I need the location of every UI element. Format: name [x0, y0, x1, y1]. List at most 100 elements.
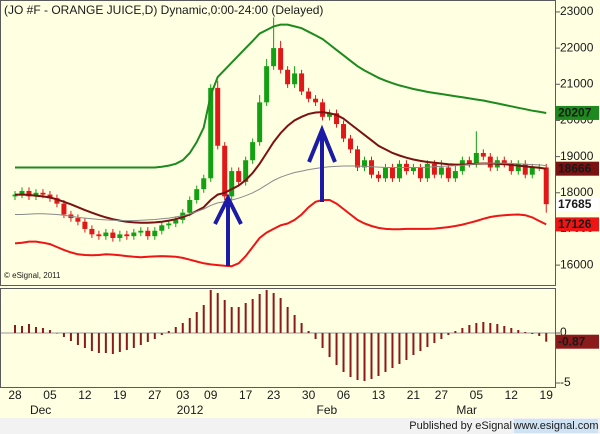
- value-tag: 18666: [558, 161, 592, 175]
- bar: [104, 333, 107, 353]
- footer-url[interactable]: www.esignal.com: [513, 420, 599, 432]
- plot-layer: 28 05 12 19 27 03 09 17 23 30 06 13 21 27 05 12 19 Dec 201…: [1, 4, 599, 417]
- bar: [34, 327, 37, 333]
- candle-body: [424, 163, 430, 179]
- candle-body: [452, 171, 458, 179]
- bar: [405, 333, 408, 360]
- bar: [118, 333, 121, 352]
- value-tag-box: [556, 161, 599, 176]
- bar: [174, 327, 177, 333]
- candle-body: [82, 221, 88, 229]
- y-tick-label: 23000: [560, 4, 594, 18]
- bar: [475, 323, 478, 333]
- bar: [342, 333, 345, 372]
- candle-body: [396, 163, 402, 179]
- arrow-head: [307, 124, 337, 163]
- bar: [125, 333, 128, 350]
- value-tag-box: [556, 217, 599, 232]
- x-tick-label: 27: [148, 388, 162, 402]
- oscillator-panel: [0, 288, 556, 388]
- value-tag: 20207: [558, 106, 592, 120]
- candle-body: [445, 167, 451, 179]
- bar: [433, 333, 436, 343]
- candle-body: [362, 160, 367, 168]
- footer-bar: [0, 418, 600, 434]
- bar: [545, 333, 548, 342]
- y-tick-label: 22000: [560, 40, 594, 54]
- candle-body: [208, 87, 214, 179]
- bar: [237, 307, 240, 333]
- candle-body: [250, 142, 256, 161]
- bar: [160, 333, 163, 335]
- footer-text: Published by eSignal: [409, 420, 512, 432]
- bar: [300, 323, 303, 333]
- bar: [272, 293, 275, 333]
- x-tick-label: 05: [43, 388, 57, 402]
- candle-body: [480, 152, 486, 157]
- bar: [391, 333, 394, 368]
- bar: [97, 333, 100, 353]
- candle-body: [278, 48, 284, 70]
- bar: [153, 333, 156, 339]
- footer-url-box: [514, 419, 598, 433]
- x-tick-label: 03: [176, 388, 190, 402]
- candle-body: [117, 234, 123, 238]
- candle-body: [355, 149, 361, 168]
- bar: [349, 333, 352, 377]
- value-tag: 17685: [558, 197, 592, 211]
- candle-body: [508, 163, 514, 172]
- bar: [412, 333, 415, 355]
- bar: [41, 328, 44, 333]
- bar: [48, 330, 51, 333]
- candle-body: [341, 124, 347, 139]
- y-tick-label: 21000: [560, 76, 594, 90]
- candle-body: [89, 228, 95, 235]
- candle-body: [243, 160, 249, 182]
- bar: [223, 300, 226, 333]
- candle-body: [487, 156, 493, 168]
- candle-body: [515, 163, 521, 172]
- x-tick-label: 13: [372, 388, 386, 402]
- bar: [468, 325, 471, 333]
- bar: [419, 333, 422, 351]
- bar: [510, 328, 513, 333]
- candle-body: [382, 167, 388, 179]
- candle-body: [334, 113, 340, 125]
- bar: [181, 323, 184, 333]
- bar: [251, 299, 254, 333]
- bar: [524, 332, 527, 333]
- bar: [62, 333, 65, 337]
- bar: [356, 333, 359, 380]
- candle-body: [26, 190, 32, 197]
- bar: [328, 333, 331, 357]
- bar: [69, 333, 72, 341]
- candle-body: [187, 200, 193, 213]
- bar: [482, 322, 485, 333]
- bar: [307, 331, 310, 333]
- candle-body: [306, 91, 312, 99]
- candle-body: [264, 66, 270, 103]
- candle-body: [473, 152, 479, 164]
- bar: [517, 330, 520, 333]
- bar: [531, 333, 534, 334]
- y-tick-label: 18000: [560, 185, 594, 199]
- bar: [132, 333, 135, 348]
- candle-body: [271, 48, 277, 67]
- bar: [440, 333, 443, 339]
- y-tick-label: 19000: [560, 149, 594, 163]
- month-label: Dec: [30, 403, 51, 417]
- bar: [321, 333, 324, 348]
- bar: [265, 290, 268, 333]
- candle-body: [501, 160, 507, 164]
- value-tag-box: [556, 334, 599, 349]
- candle-body: [543, 167, 549, 205]
- value-tag: 17126: [558, 217, 592, 231]
- candle-body: [61, 203, 67, 215]
- candle-body: [33, 192, 39, 197]
- x-tick-label: 17: [239, 388, 253, 402]
- bar: [370, 333, 373, 379]
- candle-body: [152, 230, 158, 237]
- candle-body: [313, 98, 319, 103]
- bar: [293, 315, 296, 333]
- bar: [461, 328, 464, 333]
